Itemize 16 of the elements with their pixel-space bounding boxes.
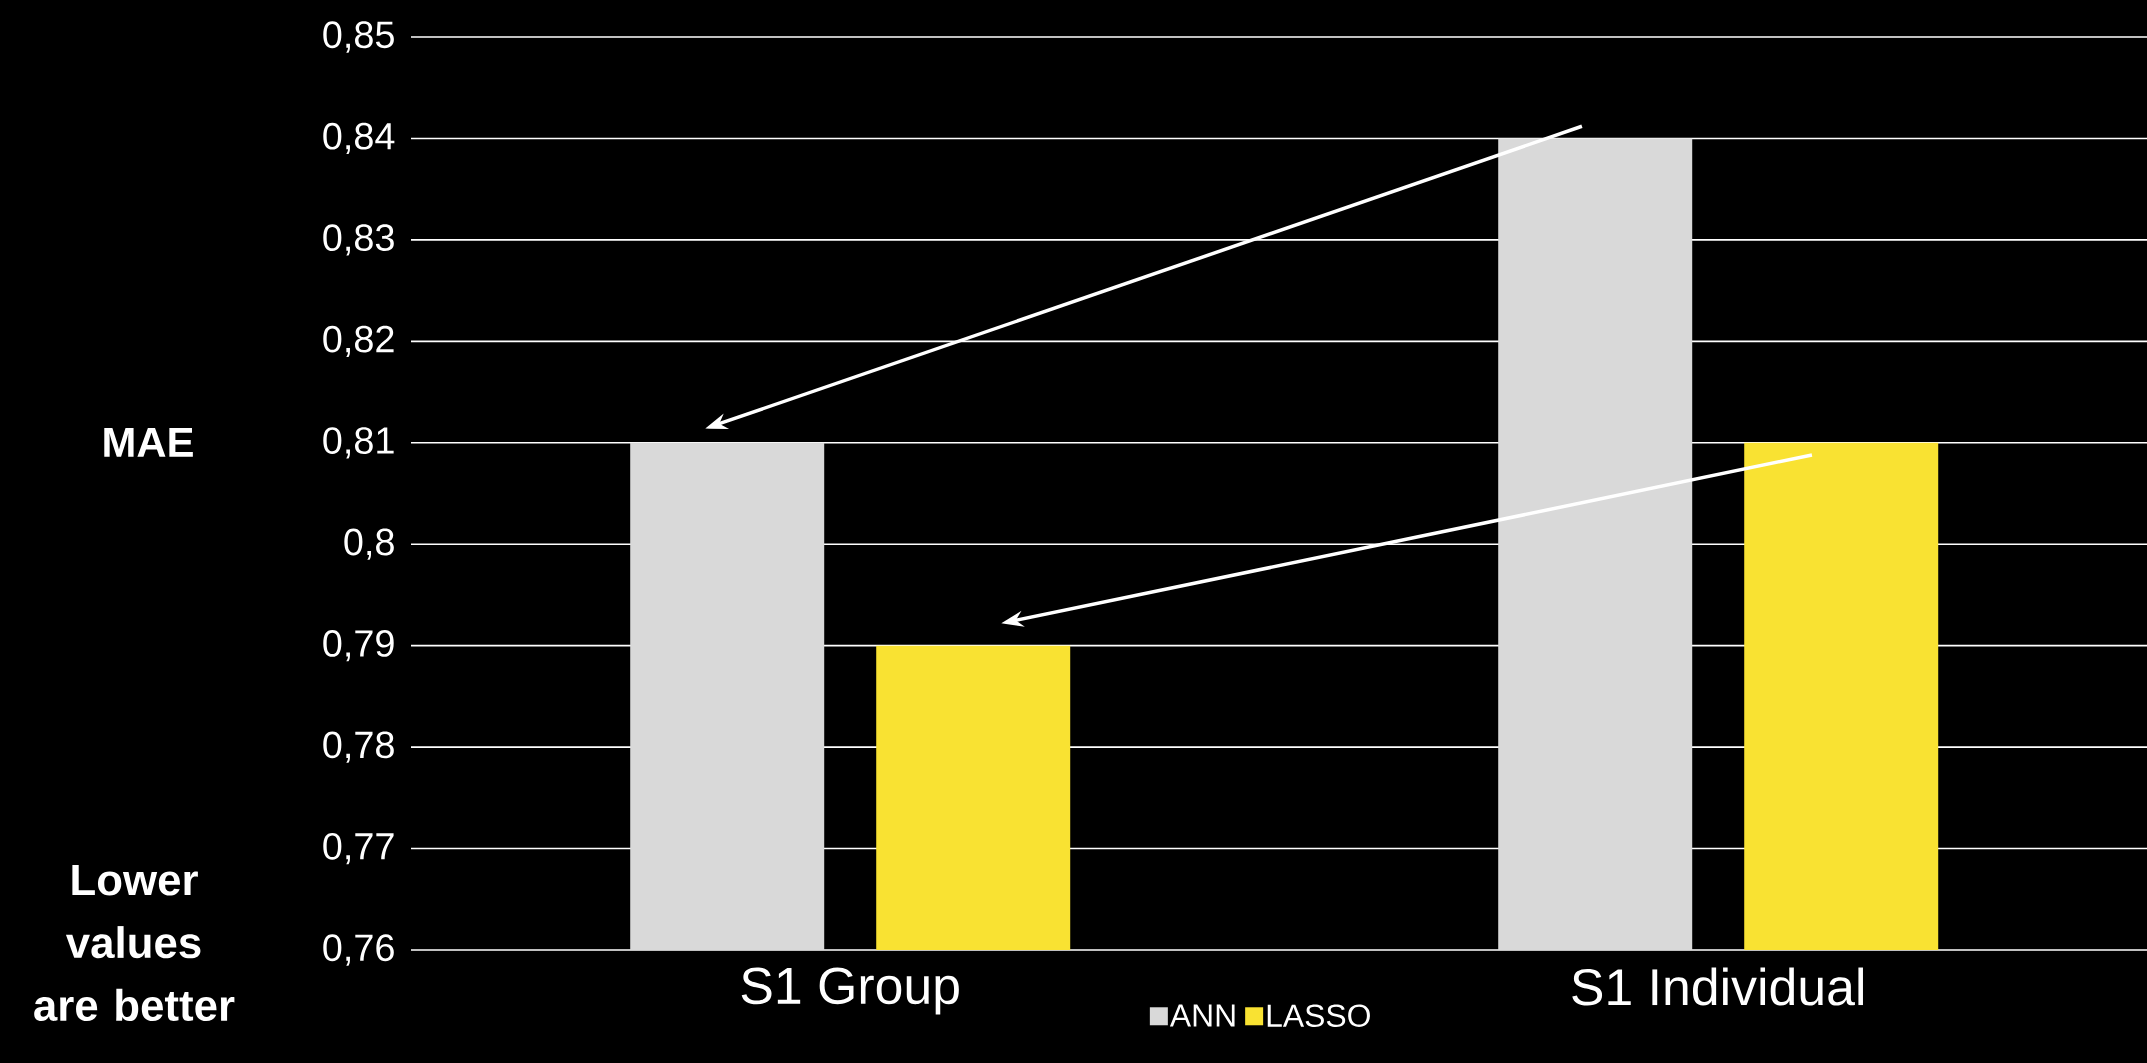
y-tick-label: 0,83	[323, 224, 394, 256]
legend-label: LASSO	[1267, 1004, 1370, 1027]
y-tick-label: 0,82	[323, 325, 394, 357]
y-tick-label: 0,84	[323, 122, 395, 155]
x-tick-label: S1 Individual	[1572, 967, 1863, 1006]
y-tick-label: 0,79	[323, 630, 394, 662]
y-tick-label: 0,76	[323, 934, 394, 966]
y-axis-title: MAE	[104, 427, 193, 457]
legend-label: ANN	[1169, 1004, 1235, 1027]
text: Lower values are better	[34, 864, 235, 1022]
y-tick-label: 0,8	[344, 528, 394, 560]
y-tick-label: 0,78	[323, 731, 394, 763]
x-tick-label: S1 Group	[741, 967, 959, 1015]
y-tick-label: 0,77	[323, 832, 394, 865]
y-tick-label: 0,85	[323, 21, 394, 53]
y-tick-label: 0,81	[323, 427, 394, 459]
